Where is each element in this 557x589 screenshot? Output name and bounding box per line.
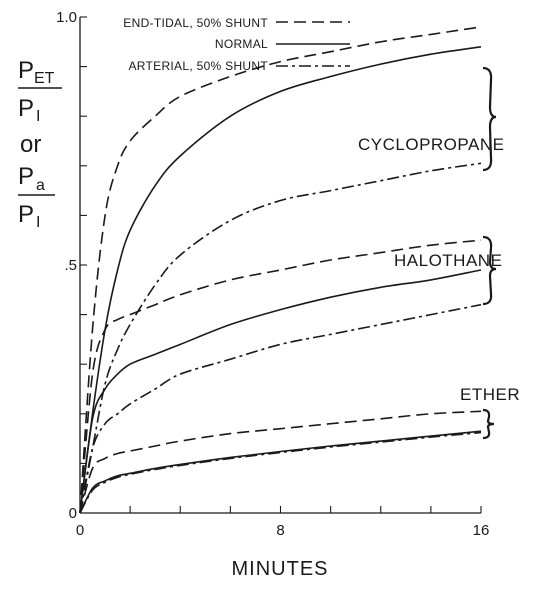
curves xyxy=(79,26,482,514)
halothane-brace xyxy=(482,235,497,306)
agent-label-ether: ETHER xyxy=(460,385,520,404)
halothane-dashed-curve xyxy=(79,239,482,514)
ylabel-top2-main: P xyxy=(18,163,34,190)
agent-label-cyclopropane: CYCLOPROPANE xyxy=(358,135,504,154)
x-tick-label: 0 xyxy=(76,522,84,539)
ylabel-bottom2-main: P xyxy=(18,201,34,228)
halothane-dashdot-curve xyxy=(79,303,482,514)
y-ticks: 0 .5 1.0 xyxy=(56,9,87,522)
ether-dashdot-curve xyxy=(79,431,482,514)
cyclopropane-dashdot-curve xyxy=(79,162,482,514)
legend-label-dashed: END-TIDAL, 50% SHUNT xyxy=(123,16,268,30)
y-tick-label: 1.0 xyxy=(56,9,77,26)
y-tick-label: 0 xyxy=(69,505,77,522)
legend-label-dashdot: ARTERIAL, 50% SHUNT xyxy=(128,59,268,73)
y-axis-label: P ET P I or P a P I xyxy=(18,57,62,231)
ylabel-top-sub: ET xyxy=(34,70,55,87)
cyclopropane-dashed-curve xyxy=(79,26,482,514)
y-tick-label: .5 xyxy=(64,257,77,274)
ether-dashed-curve xyxy=(79,410,482,514)
ylabel-bottom-main: P xyxy=(18,95,34,122)
x-axis-title: MINUTES xyxy=(232,558,329,580)
ylabel-or: or xyxy=(20,131,41,158)
ylabel-bottom-sub: I xyxy=(36,108,40,125)
cyclopropane-solid-curve xyxy=(79,46,482,514)
agent-label-halothane: HALOTHANE xyxy=(394,251,502,270)
x-ticks: 0 8 16 xyxy=(76,506,490,539)
legend: END-TIDAL, 50% SHUNT NORMAL ARTERIAL, 50… xyxy=(123,16,350,73)
cyclopropane-brace xyxy=(482,66,497,172)
ether-solid-curve xyxy=(79,430,482,514)
x-tick-label: 8 xyxy=(276,522,284,539)
x-tick-label: 16 xyxy=(473,522,490,539)
legend-label-solid: NORMAL xyxy=(215,37,268,51)
ylabel-top-main: P xyxy=(18,57,34,84)
ylabel-top2-sub: a xyxy=(36,177,45,194)
ylabel-bottom2-sub: I xyxy=(36,214,40,231)
ether-brace xyxy=(482,408,495,440)
halothane-solid-curve xyxy=(79,269,482,514)
